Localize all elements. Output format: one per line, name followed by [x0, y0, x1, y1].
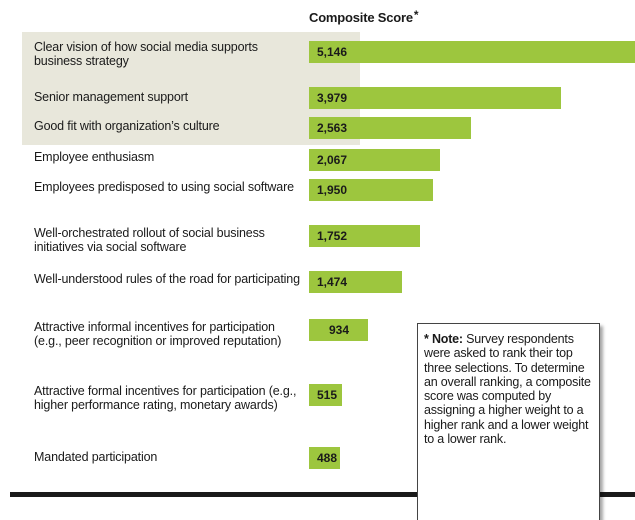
bottom-rule [10, 492, 635, 497]
bar: 934 [309, 319, 369, 341]
bar-value-label: 5,146 [317, 45, 348, 59]
bar: 2,067 [309, 149, 440, 171]
bar-value-label: 2,067 [317, 153, 348, 167]
bar-value-label: 488 [317, 451, 338, 465]
category-label: Attractive informal incentives for parti… [34, 320, 282, 348]
category-label: Senior management support [34, 90, 188, 104]
bar-value-label: 1,474 [317, 275, 348, 289]
category-label: Attractive formal incentives for partici… [34, 384, 297, 412]
bar-value-label: 934 [329, 323, 350, 337]
bar-value-label: 2,563 [317, 121, 348, 135]
bar-value-label: 1,950 [317, 183, 348, 197]
bar-value-label: 1,752 [317, 229, 348, 243]
bar-value-label: 3,979 [317, 91, 348, 105]
category-label: Employee enthusiasm [34, 150, 155, 164]
category-label: Well-orchestrated rollout of social busi… [34, 226, 265, 254]
chart-title: Composite Score* [309, 8, 419, 25]
category-label: Mandated participation [34, 450, 158, 464]
category-label: Good fit with organization’s culture [34, 119, 220, 133]
bar: 3,979 [309, 87, 562, 109]
top-three-highlight [22, 32, 360, 145]
category-label: Well-understood rules of the road for pa… [34, 272, 300, 286]
category-label: Employees predisposed to using social so… [34, 180, 294, 194]
bar: 2,563 [309, 117, 472, 139]
bar: 1,752 [309, 225, 420, 247]
category-label: Clear vision of how social media support… [34, 40, 258, 68]
bar: 488 [309, 447, 340, 469]
bar: 1,474 [309, 271, 403, 293]
bar: 515 [309, 384, 342, 406]
note-text: * Note: Survey respon­dents were asked t… [424, 332, 591, 447]
bar: 5,146 [309, 41, 635, 63]
bar: 1,950 [309, 179, 433, 201]
bar-value-label: 515 [317, 388, 338, 402]
note-box: * Note: Survey respon­dents were asked t… [417, 323, 600, 520]
